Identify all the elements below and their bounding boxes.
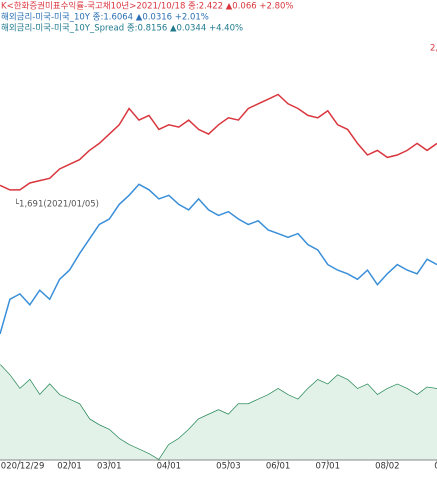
x-tick-label: 03/01 — [97, 462, 122, 472]
x-tick-label: 05/03 — [216, 462, 241, 472]
x-tick-label: 2020/12/29 — [0, 462, 44, 472]
x-tick-label: 0 — [434, 462, 437, 472]
legend-entry: 해외금리-미국-미국_10Y 종:1.6064 ▲0.0316 +2.01% — [1, 12, 209, 23]
x-tick-label: 07/01 — [316, 462, 341, 472]
x-tick-label: 06/01 — [266, 462, 291, 472]
x-tick-label: 02/01 — [57, 462, 82, 472]
legend-entry: K<한화증권미표수익률-국고채10년>2021/10/18 종:2.422 ▲0… — [1, 1, 293, 12]
area — [0, 364, 437, 460]
annotation: 2, — [430, 44, 437, 54]
annotation: └1,691(2021/01/05) — [14, 198, 99, 209]
legend-entry: 해외금리-미국-미국_10Y_Spread 종:0.8156 ▲0.0344 +… — [1, 23, 243, 34]
line — [0, 183, 437, 335]
line — [0, 93, 437, 191]
x-tick-label: 04/01 — [157, 462, 182, 472]
x-tick-label: 08/02 — [375, 462, 400, 472]
